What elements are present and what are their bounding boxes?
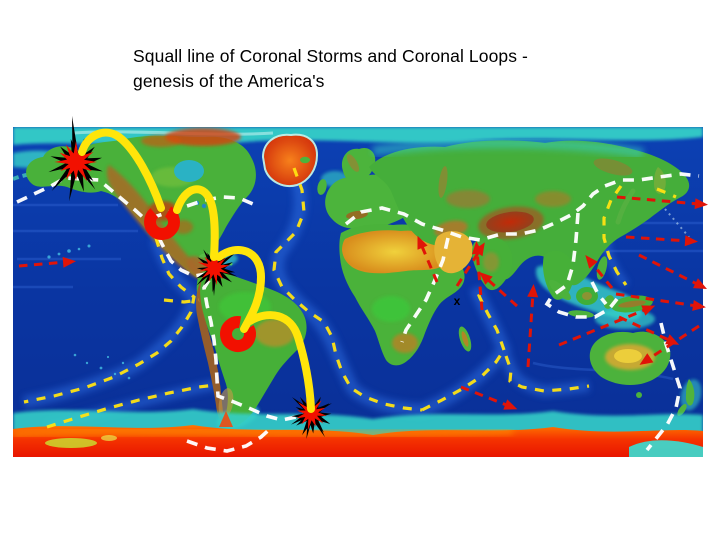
motion-arrow-head: [684, 235, 698, 247]
island-chains: [47, 244, 131, 380]
ocean-ridge-line: [46, 383, 216, 429]
motion-arrow-shaft: [558, 308, 645, 347]
coronal-loop: [246, 311, 315, 413]
x-marker: x: [454, 294, 461, 308]
ocean-ridge-line: [421, 349, 506, 412]
motion-arrow-head: [639, 353, 654, 365]
motion-arrow-head: [694, 198, 708, 210]
motion-arrow-shaft: [616, 195, 697, 206]
ocean-ridge-line: [504, 355, 590, 393]
plate-boundary-line: [400, 237, 450, 343]
motion-arrow-head: [479, 272, 493, 285]
map-annotations: x: [16, 116, 708, 453]
coronal-loop: [173, 185, 219, 261]
motion-arrow-shaft: [526, 295, 535, 368]
motion-arrow-shaft: [455, 251, 480, 287]
ocean-ridge-line: [163, 298, 200, 304]
ocean-ridge-line: [272, 167, 423, 412]
plate-boundary-line: [645, 322, 682, 452]
ocean-ridge-line: [474, 287, 506, 351]
plate-boundary-line: [544, 212, 619, 319]
antarctica: [13, 409, 703, 457]
storm-burst: [198, 252, 230, 286]
motion-arrow-head: [473, 242, 485, 257]
slide-title: Squall line of Coronal Storms and Corona…: [133, 46, 528, 91]
motion-arrow-shaft: [487, 278, 519, 308]
motion-arrow-head: [693, 278, 707, 289]
storm-burst: [54, 141, 97, 182]
storm-burst: [295, 397, 327, 431]
motion-arrow-shaft: [618, 315, 669, 342]
coronal-loop: [78, 128, 165, 212]
motion-arrow-head: [665, 334, 680, 345]
motion-arrow-shaft: [648, 324, 700, 360]
continent-australia: [589, 331, 695, 416]
ocean-ridge-line: [602, 185, 628, 286]
motion-arrow-head: [641, 305, 656, 316]
motion-arrow-shaft: [18, 260, 65, 268]
touchdown-arc: [144, 206, 180, 240]
plate-boundary-line: [186, 425, 274, 453]
motion-arrow-shaft: [420, 246, 439, 283]
motion-arrow-head: [417, 235, 428, 250]
motion-arrow-head: [62, 256, 76, 268]
greenland: [141, 128, 319, 187]
coronal-loop: [215, 245, 266, 333]
plate-boundary-line: [590, 281, 608, 306]
motion-arrow-head: [692, 300, 706, 311]
motion-arrow-head: [503, 399, 518, 410]
plate-boundary-line: [202, 279, 305, 422]
motion-arrow-shaft: [615, 292, 695, 308]
seamount-chain: [664, 208, 690, 238]
motion-arrow-shaft: [625, 235, 687, 243]
plate-boundary-line: [344, 172, 700, 242]
motion-arrow-head: [527, 284, 539, 298]
motion-arrow-shaft: [475, 252, 484, 311]
motion-arrow-shaft: [591, 263, 614, 289]
storm-burst-spike: [48, 161, 72, 173]
motion-arrow-shaft: [460, 385, 507, 407]
world-relief-map: x: [13, 116, 708, 457]
motion-arrow-shaft: [638, 253, 697, 285]
ocean-ridge-line: [656, 187, 677, 199]
touchdown-arc: [220, 316, 256, 352]
ocean-ridge-line: [23, 237, 196, 404]
motion-arrow-head: [585, 255, 598, 269]
